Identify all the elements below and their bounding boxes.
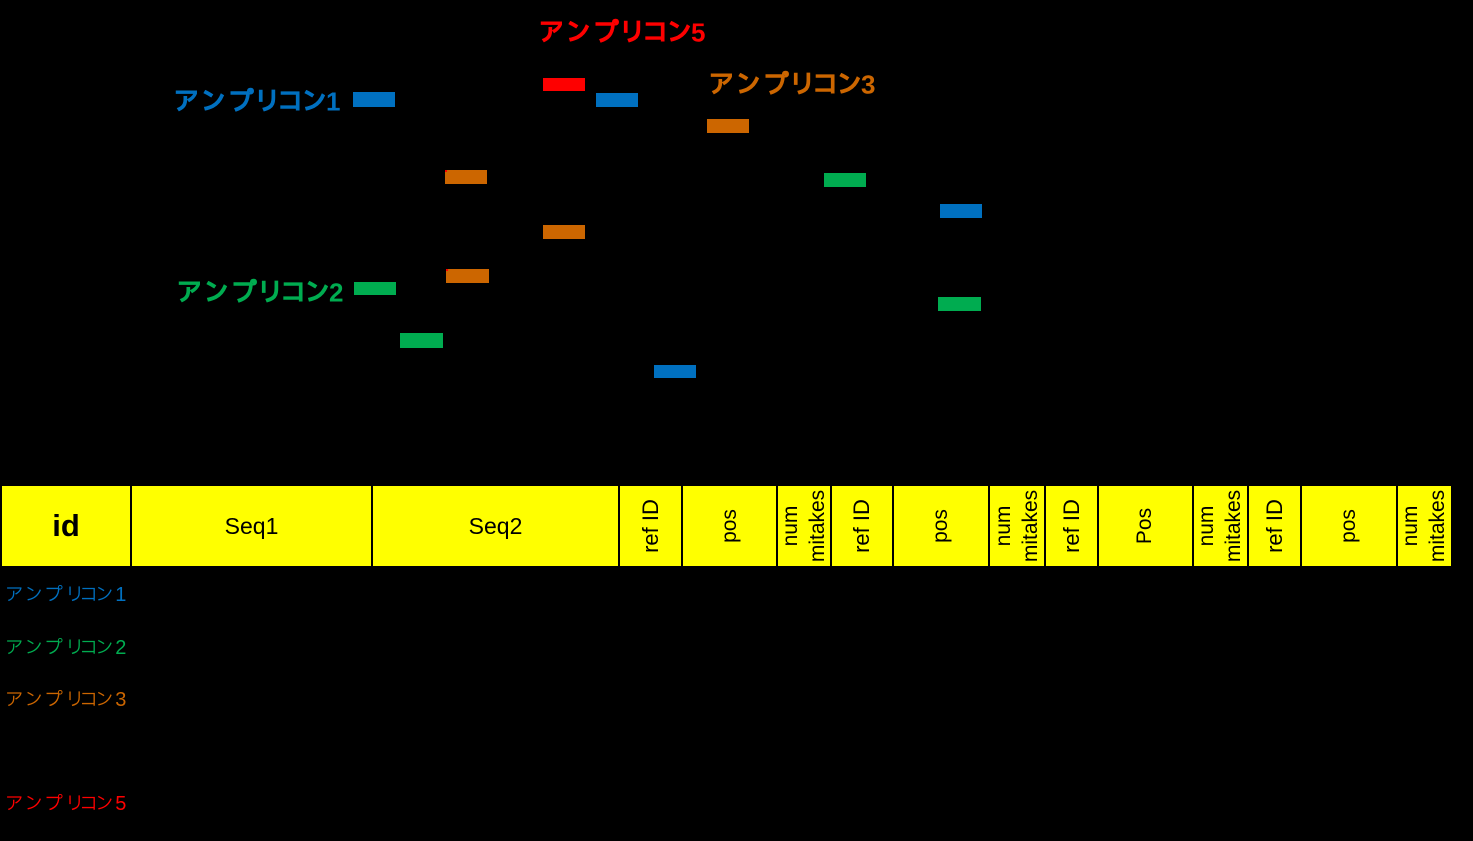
svg-text:1: 1 <box>326 86 340 116</box>
svg-text:5: 5 <box>691 17 705 47</box>
svg-text:2: 2 <box>329 277 343 307</box>
svg-text:3: 3 <box>115 689 126 711</box>
svg-text:5: 5 <box>115 793 126 815</box>
svg-text:2: 2 <box>115 637 126 659</box>
svg-text:1: 1 <box>115 584 126 606</box>
svg-text:3: 3 <box>861 69 875 99</box>
